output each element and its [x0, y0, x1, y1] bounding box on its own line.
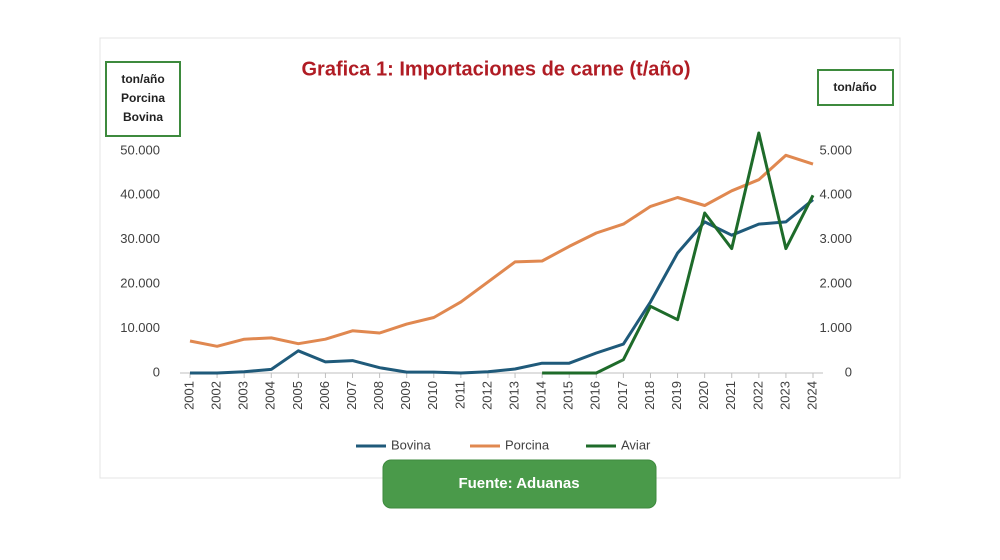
legend-label: Aviar	[621, 437, 651, 452]
y2-tick-label: 1.000	[819, 320, 852, 335]
x-tick-label: 2022	[750, 381, 765, 410]
x-tick-label: 2006	[317, 381, 332, 410]
y-tick-label: 0	[153, 364, 160, 379]
x-tick-label: 2017	[615, 381, 630, 410]
y2-tick-label: 4.000	[819, 187, 852, 202]
source-box	[382, 459, 657, 509]
x-tick-label: 2015	[561, 381, 576, 410]
x-tick-label: 2019	[669, 381, 684, 410]
x-tick-label: 2014	[534, 381, 549, 410]
x-tick-label: 2016	[588, 381, 603, 410]
y2-tick-label: 5.000	[819, 142, 852, 157]
x-tick-label: 2024	[804, 381, 819, 410]
y2-axis-label: ton/año	[833, 80, 876, 94]
y-tick-label: 40.000	[120, 187, 160, 202]
x-tick-label: 2008	[371, 381, 386, 410]
series-line	[190, 198, 814, 375]
x-tick-label: 2002	[209, 381, 224, 410]
y-tick-label: 50.000	[120, 142, 160, 157]
y-axis-box	[105, 61, 181, 137]
x-tick-label: 2020	[696, 381, 711, 410]
x-tick-label: 2023	[777, 381, 792, 410]
x-tick-label: 2004	[263, 381, 278, 410]
x-tick-label: 2009	[398, 381, 413, 410]
series-line	[189, 153, 814, 348]
chart-frame	[99, 37, 901, 479]
x-tick-label: 2005	[290, 381, 305, 410]
x-tick-label: 2018	[642, 381, 657, 410]
y2-axis-box	[817, 69, 894, 106]
source: Fuente: Aduanas	[458, 475, 579, 492]
chart-title: Grafica 1: Importaciones de carne (t/año…	[302, 58, 691, 80]
series-line	[542, 131, 815, 375]
y-axis-label: Porcina	[121, 91, 165, 105]
y-tick-label: 20.000	[120, 276, 160, 291]
x-tick-label: 2001	[181, 381, 196, 410]
y-axis-label: Bovina	[123, 110, 163, 124]
x-tick-label: 2003	[236, 381, 251, 410]
x-tick-label: 2011	[452, 381, 467, 409]
legend-label: Porcina	[505, 437, 550, 452]
y2-tick-label: 3.000	[819, 231, 852, 246]
x-tick-label: 2007	[344, 381, 359, 410]
y2-tick-label: 2.000	[819, 276, 852, 291]
y-tick-label: 30.000	[120, 231, 160, 246]
x-tick-label: 2021	[723, 381, 738, 410]
x-tick-label: 2010	[425, 381, 440, 410]
legend-label: Bovina	[391, 437, 432, 452]
y-tick-label: 10.000	[120, 320, 160, 335]
x-tick-label: 2013	[506, 381, 521, 410]
y-axis-label: ton/año	[121, 72, 164, 86]
x-tick-label: 2012	[479, 381, 494, 410]
y2-tick-label: 0	[845, 364, 852, 379]
